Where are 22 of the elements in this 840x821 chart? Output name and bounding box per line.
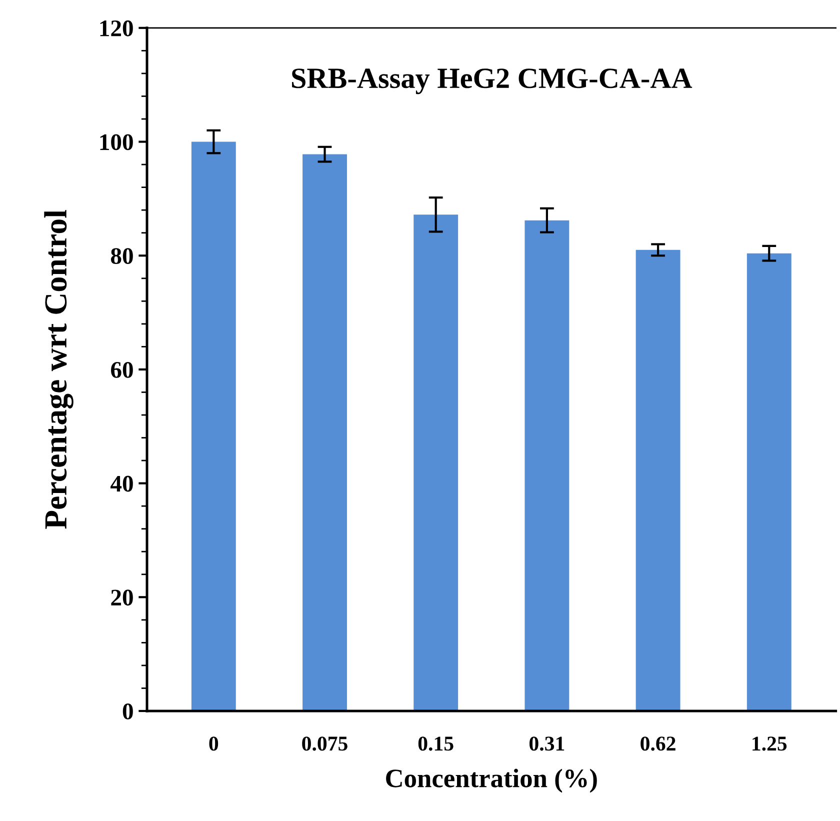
x-tick-label: 1.25 (752, 736, 787, 751)
x-tick-label: 0 (209, 736, 218, 751)
y-tick-label: 100 (100, 134, 133, 150)
y-axis-title: Percentage wrt Control (44, 210, 74, 529)
bar (746, 253, 792, 711)
bar (414, 214, 458, 711)
y-tick-label: 80 (110, 248, 133, 264)
x-tick-label: 0.62 (640, 736, 676, 751)
y-tick-label: 120 (100, 20, 133, 36)
bar (302, 154, 347, 711)
x-tick-label: 0.075 (302, 736, 348, 751)
bar (636, 250, 680, 711)
bar (191, 142, 236, 711)
text: SRB-Assay HeG2 CMG-CA-AA (292, 68, 692, 94)
x-tick-label: 0.31 (530, 736, 564, 751)
x-tick-label: 0.15 (418, 736, 454, 751)
bar (524, 220, 570, 711)
y-tick-label: 40 (110, 476, 133, 492)
y-tick-label: 60 (111, 362, 133, 378)
y-tick-label: 20 (111, 590, 133, 606)
x-axis-title: Concentration (%) (386, 768, 597, 793)
y-tick-label: 0 (122, 703, 133, 720)
